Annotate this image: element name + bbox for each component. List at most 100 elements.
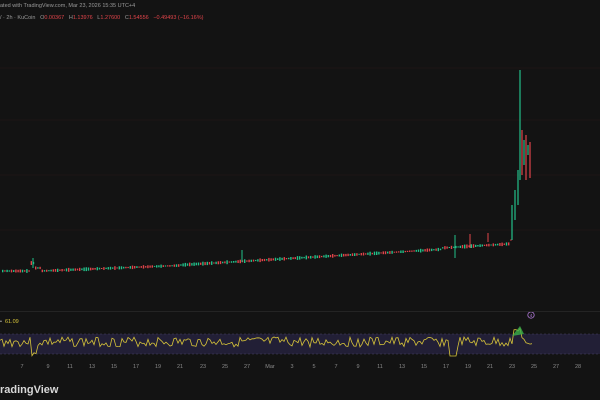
candle [461, 245, 464, 249]
candle [356, 253, 358, 256]
candle [351, 253, 354, 256]
candle [103, 267, 105, 270]
candle [184, 262, 186, 267]
candle [83, 267, 85, 272]
candle [129, 266, 131, 269]
time-tick: 25 [530, 364, 538, 370]
candle [261, 259, 263, 262]
candle [15, 269, 17, 273]
candle [497, 243, 499, 246]
candle [224, 261, 226, 264]
candle [468, 245, 470, 248]
candle [486, 244, 488, 247]
change-value: −0.49493 (−16.16%) [153, 15, 204, 21]
candle [464, 244, 466, 249]
candle [226, 260, 228, 265]
candle [472, 244, 475, 248]
candle [459, 245, 461, 248]
candle [422, 249, 424, 252]
candle [120, 266, 123, 270]
candle [329, 254, 332, 258]
candle [435, 248, 437, 251]
candle [204, 262, 206, 266]
price-chart[interactable] [0, 30, 600, 310]
candle [338, 254, 340, 257]
time-tick: 21 [486, 364, 494, 370]
high-label: H [68, 15, 73, 21]
candle [274, 257, 277, 261]
candle [417, 249, 420, 252]
rsi-overbought-fill [512, 326, 524, 336]
candle [340, 253, 343, 257]
rsi-band [0, 334, 600, 354]
candle [327, 255, 329, 258]
candle [393, 251, 395, 253]
candle [283, 257, 285, 261]
candle [488, 243, 490, 247]
candle [76, 268, 79, 271]
candle [373, 251, 376, 256]
candle [10, 269, 13, 273]
candle [178, 264, 180, 267]
candle [382, 251, 384, 255]
candle [292, 257, 294, 260]
rsi-chart[interactable]: 4 [0, 312, 600, 362]
marker-circle [527, 312, 535, 319]
time-axis[interactable]: 7 9 11 13 15 17 19 21 23 25 27 Mar 3 5 7 9 11 13 15 17 19 21 2… [0, 362, 600, 374]
candle [105, 267, 107, 269]
candle [142, 265, 145, 269]
candle [314, 255, 316, 259]
candle [288, 257, 290, 260]
time-tick: 23 [199, 364, 207, 370]
candle [211, 261, 213, 265]
open-label: O [40, 15, 45, 21]
marker-label: 4 [530, 313, 533, 318]
candle [61, 269, 63, 272]
candle [94, 268, 96, 270]
time-tick: 28 [574, 364, 582, 370]
candle [380, 252, 382, 254]
time-tick: 27 [552, 364, 560, 370]
candle [200, 262, 202, 265]
symbol-info: / · 2h · KuCoin [0, 15, 36, 21]
candle [149, 265, 151, 268]
candle [307, 256, 310, 259]
candle [81, 268, 83, 271]
candle [4, 270, 6, 272]
candle [360, 253, 362, 256]
candle [68, 267, 70, 272]
candle [189, 262, 191, 267]
candle [175, 264, 178, 267]
pane-divider[interactable] [0, 311, 600, 312]
time-tick: 19 [154, 364, 162, 370]
candle [52, 269, 54, 272]
time-tick: 15 [110, 364, 118, 370]
time-tick: 27 [243, 364, 251, 370]
candle [43, 270, 46, 272]
time-tick: 23 [508, 364, 516, 370]
time-tick: 11 [67, 364, 73, 370]
candle [406, 250, 409, 252]
candle [255, 259, 257, 262]
candle [345, 253, 347, 257]
time-tick: 21 [176, 364, 184, 370]
time-tick: 3 [290, 364, 294, 370]
candle [332, 254, 334, 258]
candle [365, 253, 367, 255]
candle [186, 263, 189, 266]
candle [145, 266, 147, 268]
time-tick: 13 [88, 364, 96, 370]
candle [453, 246, 455, 248]
candle [285, 258, 288, 260]
candle [492, 243, 494, 247]
time-tick: 15 [420, 364, 428, 370]
candle [358, 253, 360, 255]
candle [116, 267, 118, 269]
candle [448, 247, 450, 248]
candle [239, 259, 241, 264]
candle [391, 250, 393, 254]
candle [294, 257, 296, 260]
candle [367, 252, 369, 255]
candle [477, 245, 479, 247]
source-text: ated with TradingView.com, Mar 23, 2026 … [0, 3, 136, 9]
